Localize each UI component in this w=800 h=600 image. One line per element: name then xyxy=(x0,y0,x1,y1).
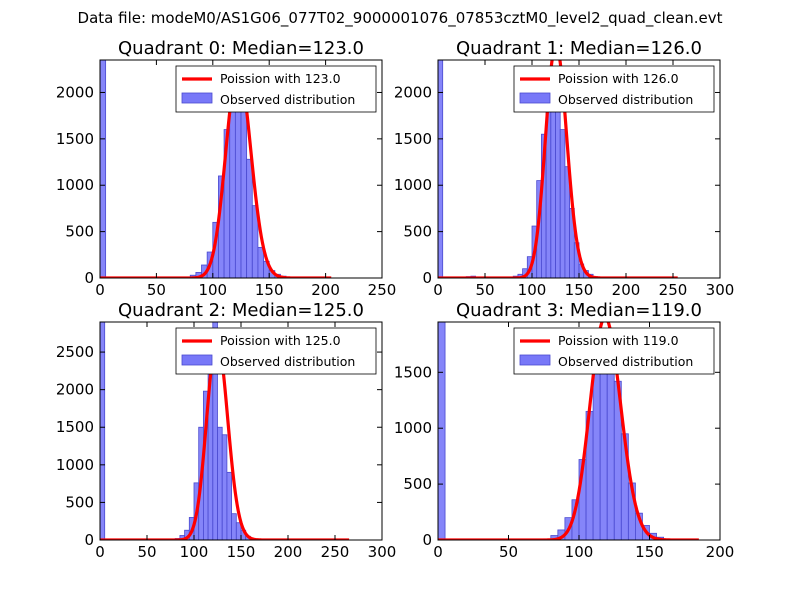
panel-quadrant-2: Quadrant 2: Median=125.0 0 50 100 150 200 250 3… xyxy=(56,300,397,561)
y-tick-label: 2000 xyxy=(394,83,432,101)
legend-observed-swatch xyxy=(181,92,213,104)
x-tick-label: 50 xyxy=(147,281,166,299)
legend-fit-label: Poission with 119.0 xyxy=(558,333,679,348)
x-tick-label: 0 xyxy=(433,281,443,299)
histogram-bar xyxy=(240,110,248,278)
x-tick-label: 50 xyxy=(475,281,494,299)
poisson-fit-line xyxy=(100,338,350,540)
y-tick-label: 1000 xyxy=(56,456,94,474)
x-tick-label: 50 xyxy=(499,543,518,561)
histogram-bar xyxy=(438,322,446,540)
histogram-bar xyxy=(217,426,223,540)
x-tick-label: 150 xyxy=(227,543,256,561)
x-tick-label: 0 xyxy=(433,543,443,561)
legend-box xyxy=(513,65,715,113)
histogram-bar xyxy=(100,60,107,278)
x-tick-label: 300 xyxy=(368,543,397,561)
legend-box xyxy=(175,65,377,113)
histogram-bar xyxy=(100,322,106,540)
histogram-bar xyxy=(559,129,566,278)
y-tick-label: 1000 xyxy=(394,176,432,194)
x-tick-label: 100 xyxy=(180,543,209,561)
y-tick-label: 500 xyxy=(65,493,94,511)
y-tick-label: 2000 xyxy=(56,83,94,101)
y-tick-label: 1000 xyxy=(56,176,94,194)
panel-quadrant-1: Quadrant 1: Median=126.0 0 50 100 150 200 250 3… xyxy=(394,38,735,299)
legend-observed-label: Observed distribution xyxy=(558,92,693,107)
y-tick-label: 500 xyxy=(403,223,432,241)
legend-fit-label: Poission with 125.0 xyxy=(220,333,341,348)
panel-title: Quadrant 2: Median=125.0 xyxy=(118,300,364,321)
x-tick-label: 250 xyxy=(368,281,397,299)
legend: Poission with 123.0 Observed distribution xyxy=(175,65,377,113)
legend-observed-swatch xyxy=(519,92,551,104)
x-tick-label: 250 xyxy=(321,543,350,561)
legend: Poission with 125.0 Observed distribution xyxy=(175,327,377,375)
x-tick-label: 150 xyxy=(565,281,594,299)
y-tick-label: 2500 xyxy=(56,343,94,361)
plot-area xyxy=(438,322,700,540)
x-tick-label: 200 xyxy=(612,281,641,299)
x-tick-label: 200 xyxy=(274,543,303,561)
x-tick-label: 0 xyxy=(95,281,105,299)
y-tick-label: 500 xyxy=(65,223,94,241)
x-tick-label: 50 xyxy=(137,543,156,561)
histogram-bar xyxy=(229,96,236,278)
legend-fit-label: Poission with 126.0 xyxy=(558,71,679,86)
legend: Poission with 126.0 Observed distribution xyxy=(513,65,715,113)
x-tick-label: 100 xyxy=(198,281,227,299)
plot-area xyxy=(438,60,679,278)
y-tick-label: 1500 xyxy=(56,130,94,148)
histogram-bar xyxy=(246,158,253,278)
y-tick-label: 500 xyxy=(403,475,432,493)
x-tick-label: 150 xyxy=(635,543,664,561)
x-tick-label: 100 xyxy=(518,281,547,299)
x-tick-label: 0 xyxy=(95,543,105,561)
x-tick-label: 150 xyxy=(255,281,284,299)
y-tick-label: 0 xyxy=(84,531,94,549)
legend-box xyxy=(175,327,377,375)
poisson-fit-line xyxy=(438,322,700,540)
legend-observed-swatch xyxy=(181,354,213,366)
panels: Quadrant 0: Median=123.00 50 100 150 200 2500… xyxy=(56,38,735,561)
y-tick-label: 0 xyxy=(84,269,94,287)
legend-observed-swatch xyxy=(519,354,551,366)
x-tick-label: 300 xyxy=(706,281,735,299)
axes-frame xyxy=(99,59,383,279)
panel-quadrant-3: Quadrant 3: Median=119.0 0 50 100 150 200 0 500… xyxy=(394,300,735,561)
histogram-bar xyxy=(226,471,232,540)
legend-observed-label: Observed distribution xyxy=(220,354,355,369)
histogram-bar xyxy=(231,513,237,540)
histogram-bar xyxy=(438,60,444,278)
y-tick-label: 0 xyxy=(422,269,432,287)
y-tick-label: 2000 xyxy=(56,381,94,399)
y-tick-label: 1500 xyxy=(394,130,432,148)
histogram-bar xyxy=(257,246,264,278)
figure-suptitle: Data file: modeM0/AS1G06_077T02_90000010… xyxy=(78,9,723,28)
histogram-bar xyxy=(221,434,228,540)
y-tick-label: 1500 xyxy=(56,418,94,436)
x-tick-label: 250 xyxy=(659,281,688,299)
x-tick-label: 200 xyxy=(311,281,340,299)
panel-title: Quadrant 0: Median=123.0 xyxy=(118,38,364,59)
y-tick-label: 0 xyxy=(422,531,432,549)
x-tick-label: 100 xyxy=(565,543,594,561)
legend-box xyxy=(513,327,715,375)
y-tick-label: 1500 xyxy=(394,363,432,381)
panel-title: Quadrant 1: Median=126.0 xyxy=(456,38,702,59)
panel-title: Quadrant 3: Median=119.0 xyxy=(456,300,702,321)
legend-fit-label: Poission with 123.0 xyxy=(220,71,341,86)
legend-observed-label: Observed distribution xyxy=(558,354,693,369)
histogram-bar xyxy=(599,361,608,540)
y-tick-label: 1000 xyxy=(394,419,432,437)
legend-observed-label: Observed distribution xyxy=(220,92,355,107)
x-tick-label: 200 xyxy=(706,543,735,561)
panel-quadrant-0: Quadrant 0: Median=123.0 0 50 100 150 200 250 0… xyxy=(56,38,397,299)
legend: Poission with 119.0 Observed distribution xyxy=(513,327,715,375)
histogram-bar xyxy=(592,371,601,540)
